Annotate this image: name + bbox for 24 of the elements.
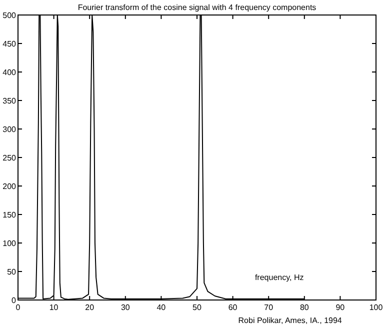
x-tick-label: 100 (369, 303, 384, 312)
y-tick-label: 500 (2, 11, 17, 20)
y-tick-label: 0 (12, 296, 17, 305)
x-axis-title: frequency, Hz (254, 273, 304, 282)
y-tick-label: 400 (2, 68, 17, 77)
y-tick-label: 300 (2, 125, 17, 134)
x-tick-label: 80 (300, 303, 310, 312)
y-tick-label: 250 (2, 154, 17, 162)
x-tick-label: 60 (228, 303, 238, 312)
x-tick-label: 40 (156, 303, 166, 312)
x-tick-label: 90 (336, 303, 346, 312)
chart-title: Fourier transform of the cosine signal with 4 frequency components (78, 3, 316, 12)
y-tick-label: 200 (2, 182, 17, 191)
y-tick-label: 50 (7, 268, 17, 276)
y-tick-label: 350 (2, 96, 17, 106)
x-tick-label: 70 (264, 303, 274, 312)
x-tick-label: 30 (120, 303, 130, 312)
y-tick-label: 450 (2, 40, 17, 48)
x-tick-label: 50 (192, 303, 202, 312)
x-tick-label: 10 (49, 303, 59, 312)
text: Robi Polikar, Ames, IA., 1994 (238, 316, 342, 325)
y-tick-label: 150 (2, 210, 17, 220)
x-tick-label: 20 (85, 303, 95, 312)
y-tick-label: 100 (2, 239, 17, 248)
